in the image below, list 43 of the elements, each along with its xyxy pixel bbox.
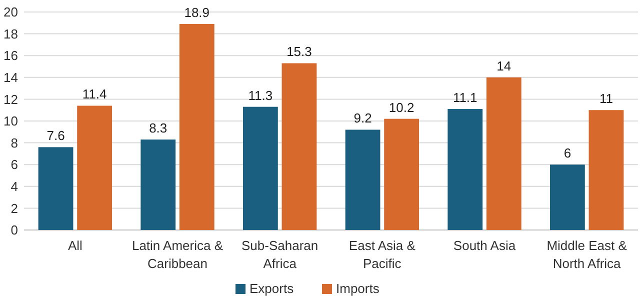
data-label: 18.9 [184,4,210,20]
legend-label: Imports [336,281,380,296]
y-tick-label: 14 [4,70,18,85]
data-label: 9.2 [354,110,372,126]
bar [550,164,585,230]
bar [384,118,420,230]
x-tick-label: Middle East & North Africa [546,238,628,271]
data-label: 7.6 [46,128,65,144]
bar [179,24,214,230]
y-tick-label: 18 [4,26,18,42]
data-label: 11 [599,91,613,106]
data-label: 8.3 [149,120,168,136]
bar [486,77,522,230]
y-tick-label: 0 [10,222,18,238]
y-tick-label: 10 [4,114,18,129]
bar [448,109,483,230]
y-tick-label: 8 [10,135,18,150]
y-tick-label: 16 [4,48,18,64]
bar [282,63,317,230]
bar [345,130,380,230]
bar [588,110,624,230]
legend-label: Exports [250,281,294,296]
x-tick-label: Latin America & Caribbean [132,238,224,271]
data-label: 6 [564,146,572,161]
x-tick-label: Sub-Saharan Africa [242,238,318,271]
y-tick-label: 6 [10,157,18,172]
y-tick-label: 20 [4,4,18,20]
data-label: 14 [496,58,512,74]
x-tick-label: East Asia & Pacific [348,238,416,271]
y-tick-label: 2 [10,200,18,216]
bar [38,147,74,230]
bar [140,140,176,230]
y-tick-label: 12 [4,92,18,107]
data-label: 11.3 [248,88,273,103]
y-tick-label: 4 [10,178,18,194]
bar [242,106,278,230]
bar [77,106,112,230]
data-label: 11.1 [452,90,478,106]
x-tick-label: South Asia [453,238,516,253]
data-label: 11.4 [82,86,107,102]
data-label: 10.2 [388,100,414,115]
data-label: 15.3 [286,44,312,60]
x-tick-label: All [68,238,82,253]
